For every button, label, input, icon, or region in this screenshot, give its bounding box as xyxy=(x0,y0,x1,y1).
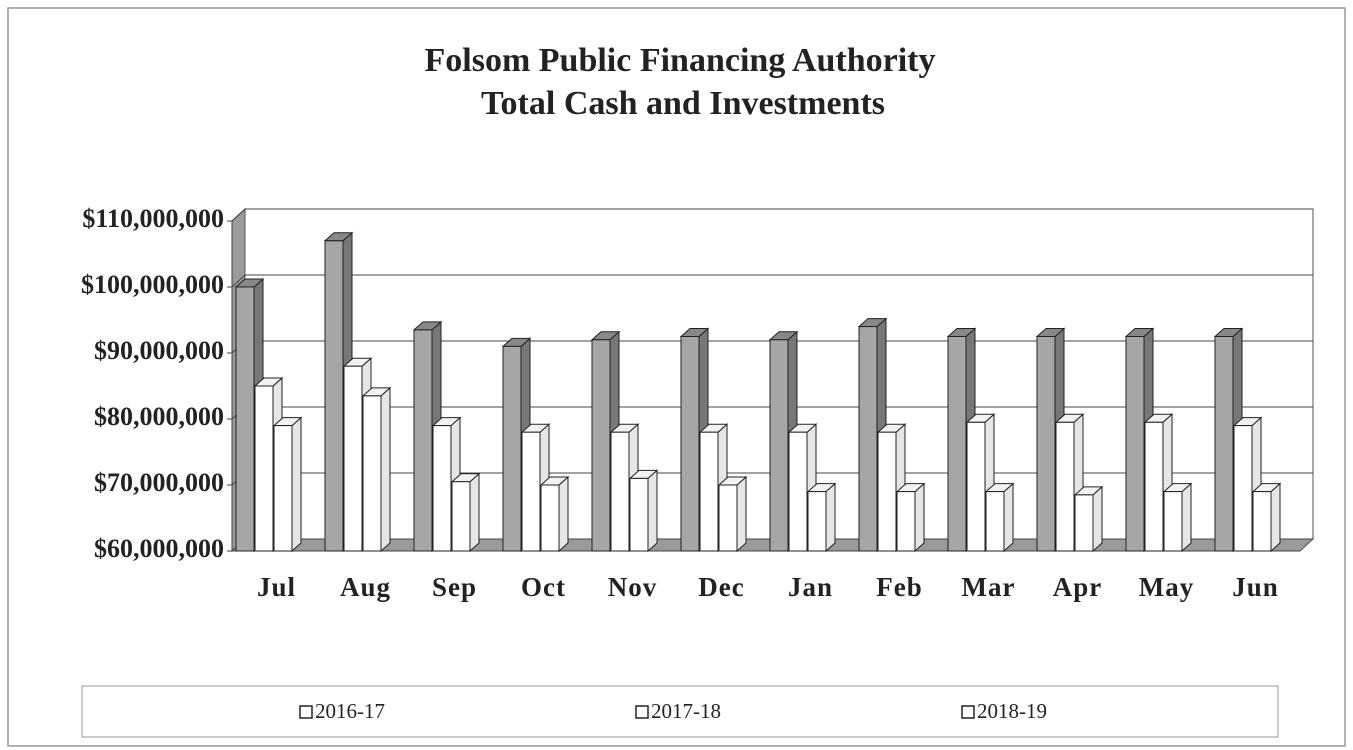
bar xyxy=(413,329,433,552)
grid-line-side xyxy=(231,208,246,222)
bar xyxy=(1252,491,1272,552)
chart-subtitle: Total Cash and Investments xyxy=(481,85,885,122)
bar xyxy=(1036,336,1056,552)
bar-side xyxy=(469,472,480,553)
bar xyxy=(540,484,560,552)
bar xyxy=(254,385,274,552)
bar xyxy=(1214,336,1234,552)
bar xyxy=(343,365,363,552)
bar-side xyxy=(914,482,925,553)
bar xyxy=(947,336,967,552)
bar xyxy=(680,336,700,552)
x-tick-label: Feb xyxy=(876,572,923,602)
x-tick-label: Jul xyxy=(257,572,296,602)
x-tick-label: Jan xyxy=(788,572,833,602)
bar-side xyxy=(1003,482,1014,553)
bar xyxy=(1125,336,1145,552)
bar-side xyxy=(380,386,391,553)
bar xyxy=(858,326,878,552)
x-tick-label: Nov xyxy=(608,572,658,602)
bar xyxy=(324,240,344,552)
legend-box xyxy=(81,685,1279,738)
bar-side xyxy=(825,482,836,553)
y-tick-label: $60,000,000 xyxy=(94,534,224,563)
x-tick-label: Apr xyxy=(1053,572,1103,602)
grid-line-side xyxy=(231,274,246,288)
y-tick-label: $110,000,000 xyxy=(82,204,224,233)
legend-label: 2018-19 xyxy=(977,699,1047,723)
x-tick-label: Sep xyxy=(432,572,477,602)
bar xyxy=(1163,491,1183,552)
bar xyxy=(769,339,789,552)
bar-side xyxy=(558,475,569,553)
bar xyxy=(1074,494,1094,552)
bar xyxy=(521,431,541,552)
bar xyxy=(807,491,827,552)
y-tick-label: $100,000,000 xyxy=(81,270,224,299)
x-tick-label: Oct xyxy=(521,572,566,602)
bar xyxy=(718,484,738,552)
bar xyxy=(451,481,471,552)
chart-title: Folsom Public Financing Authority xyxy=(425,42,936,79)
x-tick-label: Mar xyxy=(962,572,1016,602)
bar xyxy=(610,431,630,552)
legend-swatch xyxy=(635,705,649,719)
bar xyxy=(362,395,382,552)
bar xyxy=(699,431,719,552)
bar-side xyxy=(291,416,302,553)
bar xyxy=(1233,425,1253,552)
bar xyxy=(1055,421,1075,552)
x-tick-label: May xyxy=(1139,572,1194,602)
y-tick-label: $90,000,000 xyxy=(94,336,224,365)
bar xyxy=(877,431,897,552)
bar xyxy=(629,477,649,552)
bar-side xyxy=(736,475,747,553)
bar xyxy=(966,421,986,552)
bar xyxy=(273,425,293,552)
bar-side xyxy=(647,469,658,553)
x-tick-label: Jun xyxy=(1232,572,1279,602)
x-tick-label: Dec xyxy=(698,572,744,602)
legend-label: 2016-17 xyxy=(315,699,385,723)
y-tick-label: $70,000,000 xyxy=(94,468,224,497)
bar xyxy=(591,339,611,552)
legend-swatch xyxy=(961,705,975,719)
bar xyxy=(985,491,1005,552)
x-tick-label: Aug xyxy=(340,572,391,602)
bar xyxy=(235,286,255,552)
bar xyxy=(788,431,808,552)
bar xyxy=(432,425,452,552)
legend-swatch xyxy=(299,705,313,719)
bar-side xyxy=(1092,485,1103,553)
y-tick-label: $80,000,000 xyxy=(94,402,224,431)
bar xyxy=(1144,421,1164,552)
bar-side xyxy=(1270,482,1281,553)
bar xyxy=(896,491,916,552)
legend-label: 2017-18 xyxy=(651,699,721,723)
bar xyxy=(502,345,522,552)
bar-side xyxy=(1181,482,1192,553)
